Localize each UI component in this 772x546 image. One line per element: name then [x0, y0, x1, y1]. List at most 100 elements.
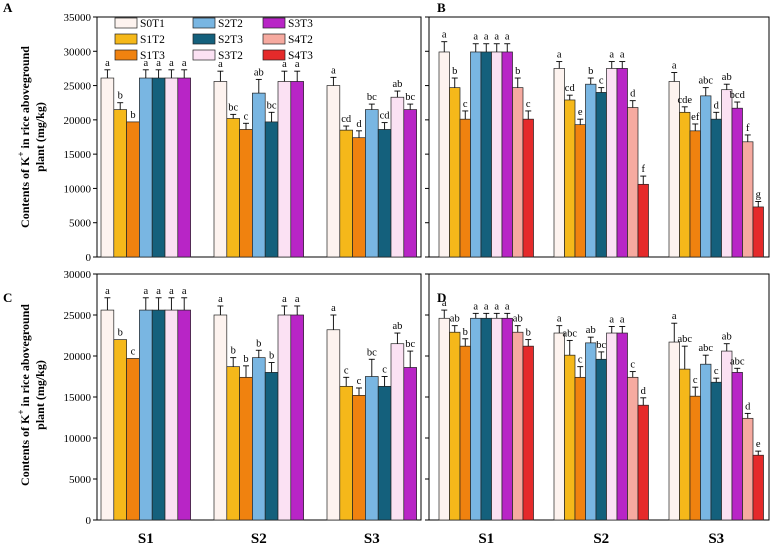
- significance-label: ab: [722, 72, 732, 83]
- bar-a-s1-s1t2: [113, 109, 127, 258]
- bar-c-s2-s1t2: [226, 366, 240, 521]
- ylabel-rest: in rice aboveground: [18, 304, 32, 410]
- ylabel-rest: in rice aboveground: [18, 46, 32, 152]
- bar-b-s1-s4t2: [512, 87, 524, 258]
- ylabel-bottom: Contents of K+ in rice aboveground plant …: [16, 304, 47, 486]
- bar-b-s1-s3t3: [501, 51, 513, 258]
- legend-label-s3t3: S3T3: [288, 18, 313, 30]
- bar-b-s1-s2t3: [480, 51, 492, 258]
- legend-swatch-s2t2: [192, 17, 216, 29]
- y-tick-label: 15000: [64, 149, 92, 161]
- significance-label: a: [442, 30, 447, 41]
- bar-d-s1-s2t2: [470, 317, 482, 521]
- significance-label: d: [745, 401, 751, 412]
- bar-a-s1-s2t2: [139, 77, 153, 258]
- significance-label: ab: [586, 325, 596, 336]
- y-tick-label: 35000: [64, 12, 92, 24]
- significance-label: b: [130, 110, 135, 121]
- bar-c-s3-s1t3: [352, 395, 366, 521]
- bar-b-s1-s4t3: [522, 118, 534, 258]
- significance-label: b: [231, 346, 236, 357]
- bar-a-s1-s3t2: [164, 77, 179, 258]
- bar-d-s3-s3t2: [721, 350, 733, 521]
- significance-label: a: [609, 314, 614, 325]
- significance-label: abc: [698, 76, 713, 87]
- significance-label: ab: [392, 321, 402, 332]
- ylabel-prefix: Contents of K: [18, 414, 32, 486]
- significance-label: f: [642, 164, 646, 175]
- legend-swatch-s2t3: [192, 33, 216, 45]
- bar-c-s1-s1t2: [113, 339, 127, 521]
- legend-swatch-s1t2: [114, 33, 138, 45]
- bar-c-s3-s0t1: [326, 329, 341, 521]
- bar-d-s3-s4t3: [752, 454, 764, 521]
- significance-label: a: [182, 286, 187, 297]
- y-tick-label: 0: [86, 252, 92, 264]
- bar-a-s3-s2t2: [365, 109, 379, 258]
- category-label: S1: [478, 531, 494, 546]
- bar-b-s3-s2t3: [710, 118, 722, 258]
- ylabel-line2: plant (mg/kg): [33, 360, 47, 430]
- bar-c-s1-s3t2: [164, 309, 179, 521]
- significance-label: b: [463, 327, 468, 338]
- significance-label: c: [693, 375, 698, 386]
- bar-a-s3-s0t1: [326, 85, 341, 258]
- significance-label: b: [526, 328, 531, 339]
- significance-label: ab: [450, 314, 460, 325]
- significance-label: a: [505, 32, 510, 43]
- bar-a-s1-s3t3: [177, 77, 191, 258]
- legend-label-s2t3: S2T3: [218, 34, 243, 46]
- significance-label: ab: [722, 332, 732, 343]
- bar-b-s1-s1t3: [459, 118, 471, 258]
- significance-label: a: [218, 294, 223, 305]
- significance-label: a: [143, 286, 148, 297]
- bar-b-s3-s2t2: [700, 95, 712, 258]
- bar-c-s3-s2t3: [377, 385, 392, 521]
- bar-c-s2-s1t3: [239, 376, 253, 521]
- y-tick-label: 0: [86, 515, 92, 527]
- significance-label: d: [356, 119, 362, 130]
- y-tick-label: 10000: [64, 183, 92, 195]
- bar-b-s3-s1t2: [679, 111, 691, 258]
- bar-a-s1-s0t1: [100, 77, 115, 258]
- bar-c-s3-s1t2: [339, 385, 353, 521]
- y-tick-label: 15000: [64, 392, 92, 404]
- bar-a-s2-s3t3: [290, 81, 304, 258]
- significance-label: abc: [562, 328, 577, 339]
- y-tick-label: 30000: [64, 46, 92, 58]
- bar-a-s1-s1t3: [126, 121, 140, 258]
- significance-label: e: [578, 107, 583, 118]
- legend-label-s3t2: S3T2: [218, 50, 243, 62]
- bar-b-s1-s2t2: [470, 51, 482, 258]
- significance-label: d: [630, 89, 636, 100]
- bar-b-s2-s1t2: [564, 99, 576, 258]
- significance-label: c: [630, 360, 635, 371]
- significance-label: c: [244, 111, 249, 122]
- bar-d-s3-s0t1: [668, 341, 680, 521]
- bar-d-s2-s2t2: [585, 342, 597, 521]
- significance-label: bc: [228, 102, 238, 113]
- bar-c-s1-s2t2: [139, 309, 153, 521]
- significance-label: bc: [267, 100, 277, 111]
- significance-label: e: [756, 439, 761, 450]
- significance-label: abc: [730, 356, 745, 367]
- significance-label: c: [526, 99, 531, 110]
- significance-label: a: [672, 61, 677, 72]
- category-label: S3: [364, 531, 380, 546]
- legend-swatch-s4t3: [262, 49, 286, 61]
- bar-b-s3-s3t3: [731, 107, 743, 258]
- bar-d-s1-s4t3: [522, 345, 534, 521]
- significance-label: f: [746, 123, 750, 134]
- significance-label: a: [494, 301, 499, 312]
- bar-d-s3-s2t2: [700, 363, 712, 521]
- bar-c-s1-s2t3: [151, 309, 166, 521]
- significance-label: bc: [596, 340, 606, 351]
- significance-label: bc: [367, 92, 377, 103]
- y-tick-label: 25000: [64, 81, 92, 93]
- bar-a-s3-s2t3: [377, 129, 392, 258]
- bar-c-s1-s1t3: [126, 358, 140, 521]
- significance-label: a: [484, 32, 489, 43]
- significance-label: a: [484, 301, 489, 312]
- bar-a-s3-s3t3: [403, 109, 417, 258]
